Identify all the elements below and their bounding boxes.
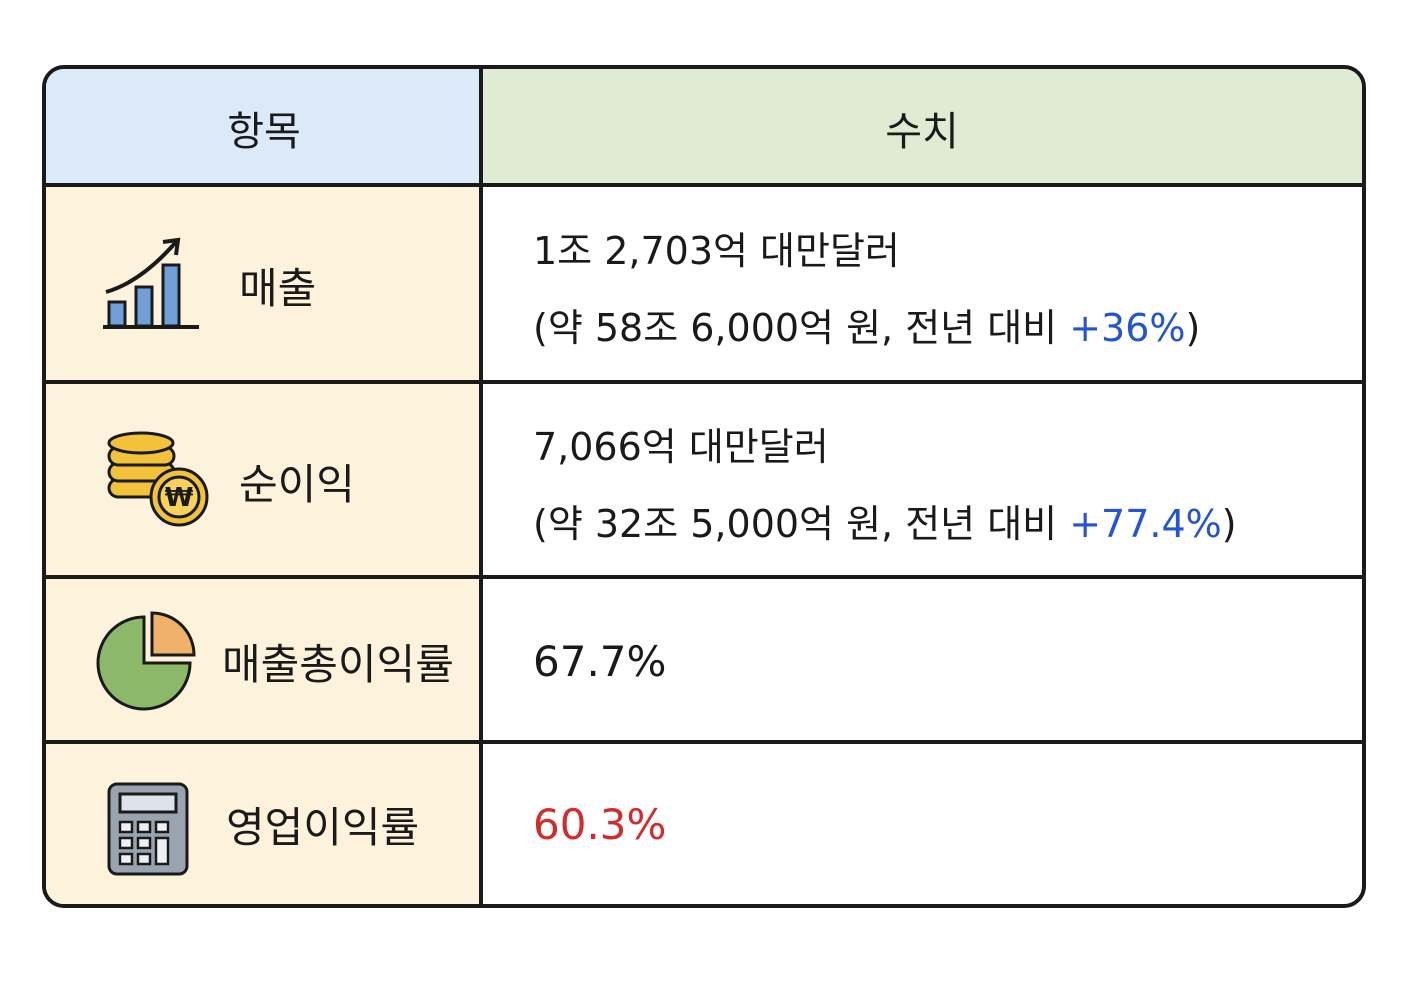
- value: 60.3%: [533, 799, 667, 849]
- row-divider: [46, 740, 1362, 744]
- column-divider: [479, 69, 483, 904]
- header-value: 수치: [482, 69, 1362, 187]
- row-label-cell: 매출총이익률: [46, 579, 480, 744]
- text: (약 32조 5,000억 원, 전년 대비: [533, 501, 1058, 546]
- pie-icon: [96, 611, 196, 711]
- row-label: 영업이익률: [226, 802, 420, 852]
- row-divider: [46, 380, 1362, 384]
- value-line: (약 58조 6,000억 원, 전년 대비 +36%): [533, 297, 1200, 352]
- row-label-cell: 영업이익률: [46, 744, 480, 904]
- table: 항목 수치 매출 1조 2,703억 대만달러 (약 58조 6,000억 원,…: [42, 65, 1366, 908]
- row-label-cell: 매출: [46, 187, 480, 384]
- row-label: 매출총이익률: [222, 640, 454, 689]
- row-value-cell: 7,066억 대만달러 (약 32조 5,000억 원, 전년 대비 +77.4…: [483, 384, 1362, 579]
- value-line: 7,066억 대만달러: [533, 424, 829, 469]
- text: ): [1221, 501, 1237, 546]
- row-value-cell: 67.7%: [483, 579, 1362, 744]
- change: +77.4%: [1069, 501, 1222, 546]
- row-value-cell: 1조 2,703억 대만달러 (약 58조 6,000억 원, 전년 대비 +3…: [483, 187, 1362, 384]
- row-value-cell: 60.3%: [483, 744, 1362, 904]
- row-divider: [46, 575, 1362, 579]
- value-line: 1조 2,703억 대만달러: [533, 228, 900, 273]
- text: ): [1185, 305, 1201, 350]
- row-label: 매출: [239, 264, 317, 313]
- coins-icon: ₩: [107, 431, 209, 527]
- row-label: 순이익: [239, 460, 355, 509]
- value: 67.7%: [533, 637, 667, 686]
- row-label-cell: ₩ 순이익: [46, 384, 480, 579]
- svg-text:₩: ₩: [165, 483, 194, 513]
- calculator-icon: [107, 782, 189, 876]
- value-line: (약 32조 5,000억 원, 전년 대비 +77.4%): [533, 493, 1237, 548]
- header-item: 항목: [46, 69, 482, 187]
- change: +36%: [1069, 305, 1186, 350]
- row-divider: [46, 183, 1362, 187]
- text: (약 58조 6,000억 원, 전년 대비: [533, 305, 1058, 350]
- chart-icon: [103, 237, 199, 329]
